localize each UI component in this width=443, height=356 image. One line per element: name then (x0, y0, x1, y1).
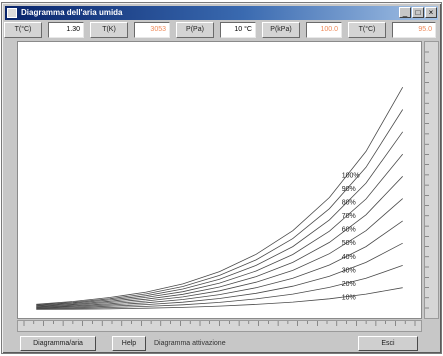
help-button[interactable]: Help (112, 336, 146, 351)
humidity-curve-10pct (36, 287, 403, 310)
curve-label-20pct: 20% (342, 281, 356, 288)
humidity-curve-50pct (36, 198, 403, 308)
param-value-3[interactable]: 10 °C (220, 22, 256, 38)
close-button[interactable]: × (425, 7, 437, 18)
minimize-button[interactable]: _ (399, 7, 411, 18)
param-value-4[interactable]: 100.0 (306, 22, 342, 38)
bottom-ruler-scale (23, 321, 416, 326)
humidity-curve-100pct (36, 87, 404, 305)
param-value-5[interactable]: 95.0 (392, 22, 436, 38)
right-ruler-scale (425, 51, 429, 309)
psychrometric-chart: 10% 20% 30% 40% 50% 60% 70% 80% 90% 100% (36, 87, 404, 310)
param-value-1[interactable]: 1.30 (48, 22, 84, 38)
maximize-button[interactable]: □ (412, 7, 424, 18)
humidity-curve-70pct (36, 153, 404, 307)
curve-label-10pct: 10% (342, 295, 356, 302)
param-label-5: T(°C) (348, 22, 386, 38)
diagram-button[interactable]: Diagramma/aria (20, 336, 96, 351)
curve-label-60pct: 60% (342, 227, 356, 234)
curve-label-70pct: 70% (342, 213, 356, 220)
humidity-curve-80pct (36, 131, 404, 306)
humidity-curve-60pct (36, 176, 403, 307)
curve-label-80pct: 80% (342, 200, 356, 207)
bottom-bar: Diagramma/aria Help Diagramma attivazion… (4, 336, 437, 352)
parameter-row: T(°C) 1.30 T(K) 3053 P(Pa) 10 °C P(kPa) … (4, 22, 437, 38)
humidity-curve-90pct (36, 109, 404, 306)
plot-area[interactable]: 10% 20% 30% 40% 50% 60% 70% 80% 90% 100% (17, 41, 422, 319)
curve-label-100pct: 100% (342, 172, 360, 179)
humidity-curve-30pct (36, 242, 403, 309)
curve-label-90pct: 90% (342, 186, 356, 193)
humidity-curve-20pct (36, 265, 403, 310)
app-icon[interactable] (7, 8, 17, 18)
param-label-1: T(°C) (4, 22, 42, 38)
bottom-ruler (17, 320, 422, 332)
curve-label-50pct: 50% (342, 240, 356, 247)
title-bar[interactable]: Diagramma dell'aria umida _ □ × (5, 6, 438, 20)
right-ruler (424, 41, 439, 319)
param-label-4: P(kPa) (262, 22, 300, 38)
param-value-2[interactable]: 3053 (134, 22, 170, 38)
curve-label-30pct: 30% (342, 267, 356, 274)
exit-button[interactable]: Esci (358, 336, 418, 351)
curve-label-40pct: 40% (342, 254, 356, 261)
window-title: Diagramma dell'aria umida (21, 8, 123, 17)
param-label-2: T(K) (90, 22, 128, 38)
humidity-curve-40pct (36, 220, 403, 309)
status-text: Diagramma attivazione (154, 340, 226, 347)
param-label-3: P(Pa) (176, 22, 214, 38)
